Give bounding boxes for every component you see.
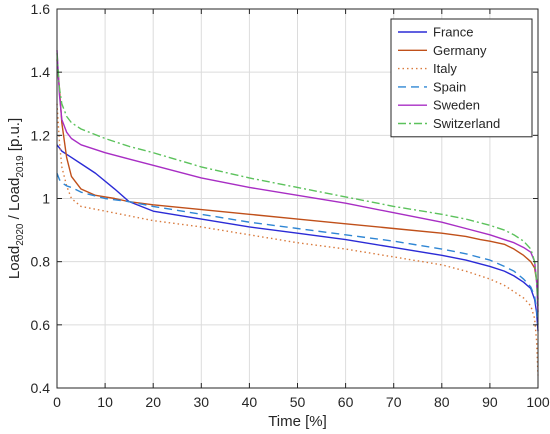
legend-label-germany: Germany xyxy=(433,43,487,58)
axis-ticks: 0 10 20 30 40 50 60 70 80 90 100 0.4 0.6 0.8 1 1.2 1.4 1.… xyxy=(31,1,550,410)
y-tick-label: 1.6 xyxy=(31,1,51,17)
x-tick-label: 50 xyxy=(290,394,306,410)
series-line-switzerland xyxy=(56,53,539,306)
x-tick-label: 0 xyxy=(53,394,61,410)
x-axis-label: Time [%] xyxy=(268,413,327,430)
legend-label-italy: Italy xyxy=(433,61,457,76)
legend: France Germany Italy Spain Sweden Switzerland xyxy=(390,18,533,138)
y-label-subscript: 2020 xyxy=(15,223,26,246)
x-tick-label: 40 xyxy=(242,394,258,410)
series-line-spain xyxy=(56,172,539,325)
x-tick-label: 80 xyxy=(434,394,450,410)
legend-label-france: France xyxy=(433,25,473,40)
x-tick-label: 60 xyxy=(338,394,354,410)
legend-label-switzerland: Switzerland xyxy=(433,116,500,131)
x-tick-label: 20 xyxy=(145,394,161,410)
y-label-text: [p.u.] xyxy=(6,118,23,156)
y-tick-label: 1.2 xyxy=(31,127,51,143)
legend-box xyxy=(390,18,533,138)
y-label-text: Load xyxy=(6,246,23,279)
series-line-germany xyxy=(56,59,539,300)
y-tick-label: 0.6 xyxy=(31,317,51,333)
y-tick-label: 0.4 xyxy=(31,380,51,396)
x-tick-label: 90 xyxy=(482,394,498,410)
y-label-text: / Load xyxy=(6,178,23,224)
y-tick-label: 1.4 xyxy=(31,64,51,80)
series-line-sweden xyxy=(56,50,539,313)
x-tick-label: 30 xyxy=(194,394,210,410)
x-tick-label: 70 xyxy=(386,394,402,410)
series-line-france xyxy=(56,144,539,332)
y-axis-label: Load2020 / Load2019 [p.u.] xyxy=(6,118,26,279)
legend-label-sweden: Sweden xyxy=(433,98,480,113)
y-tick-label: 1 xyxy=(42,191,50,207)
x-tick-label: 100 xyxy=(526,394,550,410)
y-tick-label: 0.8 xyxy=(31,254,51,270)
legend-label-spain: Spain xyxy=(433,79,466,94)
series-lines xyxy=(56,50,539,376)
x-tick-label: 10 xyxy=(97,394,113,410)
y-label-subscript: 2019 xyxy=(15,155,26,178)
